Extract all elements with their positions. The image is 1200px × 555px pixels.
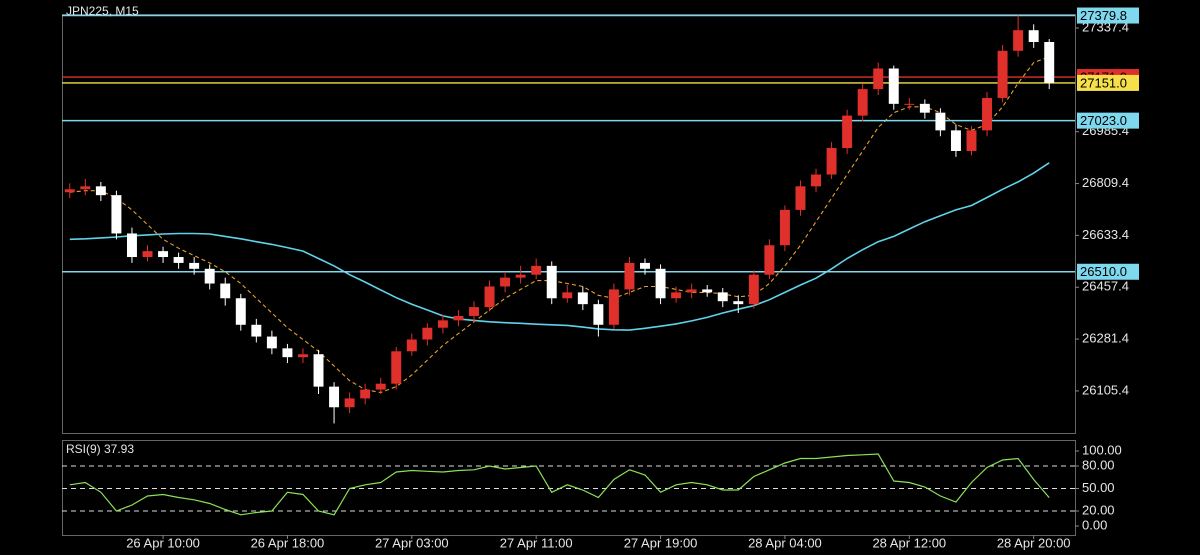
candle-body — [686, 289, 697, 293]
level-label-box — [1077, 112, 1139, 129]
candle-body — [702, 289, 713, 293]
candle-body — [733, 301, 744, 305]
y-tick-label: 26457.4 — [1082, 279, 1129, 294]
x-tick-label: 27 Apr 03:00 — [375, 535, 449, 550]
candle-body — [764, 245, 775, 275]
candle-body — [453, 315, 464, 321]
chart-title: JPN225, M15 — [66, 4, 139, 18]
level-label: 26510.0 — [1080, 264, 1127, 279]
candle-body — [80, 186, 91, 190]
candle-body — [1044, 41, 1055, 83]
candle-body — [624, 262, 635, 290]
x-tick-label: 28 Apr 04:00 — [748, 535, 822, 550]
candle-body — [422, 327, 433, 340]
candle-body — [997, 50, 1008, 98]
x-tick-label: 28 Apr 20:00 — [997, 535, 1071, 550]
y-tick-label: 100.00 — [1082, 442, 1122, 457]
y-tick-label: 80.00 — [1082, 457, 1115, 472]
candle-body — [919, 103, 930, 113]
candle-body — [640, 262, 650, 269]
y-tick-label: 20.00 — [1082, 502, 1115, 517]
rsi-line — [69, 453, 1050, 516]
candle-body — [577, 292, 588, 305]
candle-body — [329, 386, 340, 408]
candle-body — [811, 174, 821, 187]
candle-body — [857, 89, 868, 116]
x-tick-label: 28 Apr 12:00 — [872, 535, 946, 550]
candle-body — [142, 251, 153, 258]
candle-body — [546, 265, 557, 299]
x-tick-label: 26 Apr 18:00 — [251, 535, 325, 550]
candle-body — [873, 68, 884, 90]
candle-body — [266, 336, 277, 349]
candle-body — [126, 233, 137, 258]
candle-body — [282, 348, 293, 358]
x-tick-label: 27 Apr 19:00 — [624, 535, 698, 550]
level-label: 27379.8 — [1080, 8, 1127, 23]
candle-body — [235, 298, 246, 325]
candle-body — [795, 186, 806, 210]
candle-body — [158, 251, 169, 258]
candle-body — [888, 68, 899, 104]
y-tick-label: 26105.4 — [1082, 382, 1129, 397]
candle-body — [593, 304, 604, 325]
candle-body — [95, 186, 106, 196]
candle-body — [220, 283, 231, 299]
level-label-box — [1077, 74, 1139, 91]
candle-body — [826, 148, 837, 175]
candle-body — [189, 262, 200, 269]
candle-body — [204, 268, 215, 284]
level-label-box — [1077, 263, 1139, 280]
candle-body — [500, 277, 511, 287]
candle-body — [904, 103, 915, 105]
candle-body — [391, 351, 402, 384]
candle-body — [1028, 30, 1039, 42]
x-tick-label: 26 Apr 10:00 — [126, 535, 200, 550]
candle-body — [1013, 30, 1024, 51]
y-tick-label: 26281.4 — [1082, 331, 1129, 346]
candle-body — [562, 292, 573, 299]
candle-body — [671, 292, 682, 299]
candle-body — [173, 257, 184, 263]
candle-body — [298, 354, 308, 358]
candle-body — [360, 389, 371, 399]
level-label: 27023.0 — [1080, 113, 1127, 128]
candle-body — [313, 354, 324, 387]
moving-average — [69, 162, 1050, 331]
candle-body — [779, 209, 790, 246]
x-tick-label: 27 Apr 11:00 — [500, 535, 573, 550]
candle-body — [950, 130, 961, 151]
candle-body — [608, 289, 619, 325]
candle-body — [64, 189, 75, 193]
candle-body — [966, 130, 977, 151]
candle-body — [375, 383, 386, 390]
candle-body — [842, 115, 853, 149]
y-tick-label: 26809.4 — [1082, 175, 1129, 190]
y-tick-label: 26633.4 — [1082, 227, 1129, 242]
rsi-title: RSI(9) 37.93 — [66, 442, 134, 456]
price-panel — [62, 14, 1076, 434]
candle-body — [748, 274, 759, 305]
candle-body — [935, 112, 946, 131]
y-tick-label: 0.00 — [1082, 517, 1107, 532]
candle-body — [717, 292, 728, 302]
candle-body — [406, 339, 417, 352]
level-label: 27151.0 — [1080, 75, 1127, 90]
level-label-box — [1077, 7, 1139, 24]
candle-body — [437, 320, 448, 328]
candle-body — [531, 265, 542, 275]
candle-body — [982, 97, 993, 131]
y-tick-label: 50.00 — [1082, 480, 1115, 495]
candle-body — [655, 268, 666, 299]
candle-body — [251, 324, 262, 337]
candle-body — [515, 274, 526, 278]
candle-body — [484, 286, 495, 308]
candle-body — [469, 307, 479, 316]
candle-body — [344, 398, 355, 408]
candle-body — [111, 195, 122, 234]
